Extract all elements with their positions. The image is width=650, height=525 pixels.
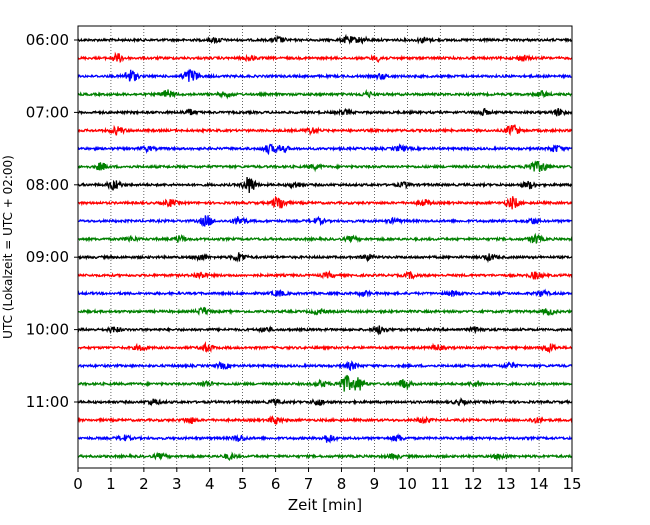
x-tick-label: 6 — [271, 475, 281, 493]
x-tick-label: 15 — [562, 475, 581, 493]
y-tick-label: 06:00 — [26, 31, 69, 49]
seismogram-trace — [77, 325, 573, 336]
plot-frame — [77, 25, 573, 469]
seismogram-trace — [77, 306, 573, 316]
x-tick-label: 3 — [172, 475, 182, 493]
x-tick-label: 1 — [106, 475, 116, 493]
seismogram-traces — [77, 33, 573, 462]
seismogram-trace — [77, 252, 573, 264]
x-tick-label: 8 — [337, 475, 347, 493]
seismogram-trace — [77, 195, 573, 210]
seismogram-trace — [77, 360, 573, 372]
y-axis-ticks: 06:00 07:00 08:00 09:00 10:00 11:00 — [26, 31, 78, 411]
seismogram-trace — [77, 232, 573, 244]
seismogram-trace — [77, 341, 573, 354]
seismogram-trace — [77, 215, 573, 228]
seismogram-trace — [77, 374, 573, 392]
seismogram-trace — [77, 88, 573, 100]
x-tick-label: 11 — [431, 475, 450, 493]
x-tick-label: 7 — [304, 475, 314, 493]
x-axis-ticks: 0 1 2 3 4 5 6 7 8 9 10 11 12 13 14 15 — [73, 468, 582, 493]
x-tick-label: 2 — [139, 475, 149, 493]
seismogram-trace — [77, 51, 573, 64]
seismogram-trace — [77, 124, 573, 137]
seismogram-trace — [77, 397, 573, 407]
y-tick-label: 11:00 — [26, 393, 69, 411]
x-tick-label: 9 — [370, 475, 380, 493]
x-axis-label: Zeit [min] — [288, 496, 362, 514]
x-tick-label: 0 — [73, 475, 83, 493]
x-tick-label: 4 — [205, 475, 215, 493]
y-axis-label: UTC (Lokalzeit = UTC + 02:00) — [1, 155, 15, 339]
seismogram-trace — [77, 107, 573, 117]
seismogram-trace — [77, 177, 573, 194]
x-tick-label: 10 — [398, 475, 417, 493]
y-tick-label: 10:00 — [26, 321, 69, 339]
seismogram-trace — [77, 433, 573, 444]
seismogram-trace — [77, 142, 573, 156]
y-tick-label: 07:00 — [26, 103, 69, 121]
seismogram-trace — [77, 160, 573, 173]
seismogram-trace — [77, 33, 573, 45]
y-tick-label: 09:00 — [26, 248, 69, 266]
y-tick-label: 08:00 — [26, 176, 69, 194]
seismogram-trace — [77, 270, 573, 280]
x-tick-label: 14 — [530, 475, 549, 493]
x-tick-label: 12 — [464, 475, 483, 493]
seismogram-trace — [77, 68, 573, 82]
x-tick-label: 5 — [238, 475, 248, 493]
x-tick-label: 13 — [497, 475, 516, 493]
seismogram-trace — [77, 288, 573, 298]
seismogram-trace — [77, 451, 573, 462]
seismogram-trace — [77, 415, 573, 425]
